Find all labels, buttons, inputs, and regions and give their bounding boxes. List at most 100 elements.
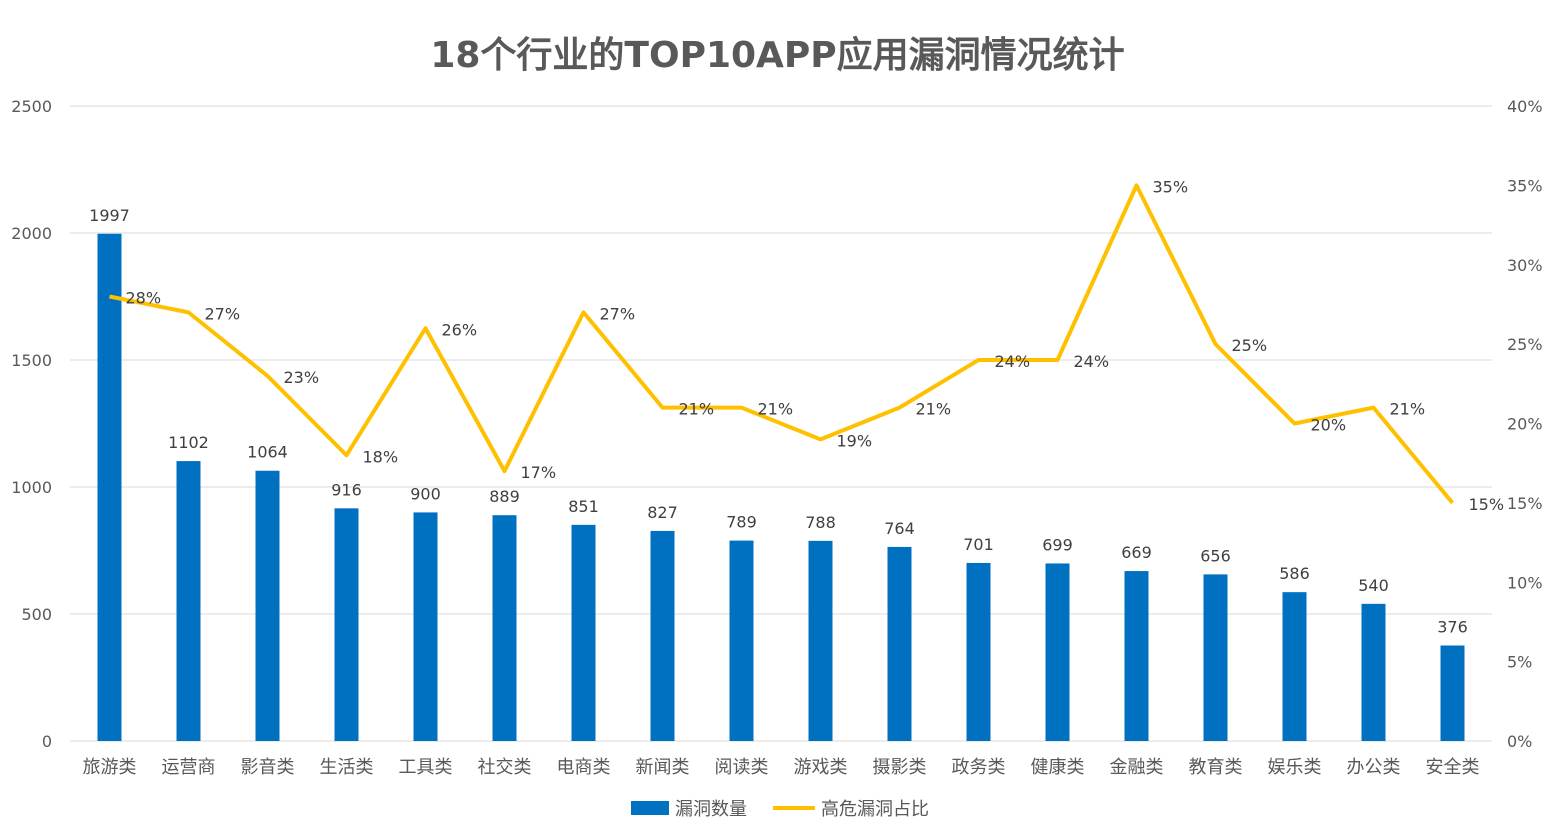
bar (1203, 574, 1228, 741)
bar (887, 546, 912, 741)
bar-value-label: 851 (568, 497, 599, 516)
line-value-label: 23% (284, 368, 320, 387)
left-axis-tick-label: 0 (42, 732, 52, 751)
category-label: 办公类 (1347, 757, 1401, 778)
line-value-label: 27% (205, 304, 241, 323)
category-label: 阅读类 (715, 757, 769, 778)
right-axis-tick-label: 0% (1507, 732, 1532, 751)
line-value-label: 25% (1232, 336, 1268, 355)
bar (1045, 563, 1070, 741)
bar-value-label: 699 (1042, 535, 1073, 554)
chart-title: 18个行业的TOP10APP应用漏洞情况统计 (430, 35, 1125, 76)
bar-value-label: 1064 (247, 443, 288, 462)
right-axis-tick-label: 25% (1507, 335, 1543, 354)
bar-value-label: 701 (963, 535, 994, 554)
legend-label-line: 高危漏洞占比 (821, 799, 929, 820)
legend-swatch-bars (631, 801, 669, 815)
bar-data-labels: 1997 1102 1064 916 900 889 851 827 789 788 764 701 6… (89, 206, 1468, 637)
bar (413, 512, 438, 741)
bar (255, 470, 280, 741)
line-value-label: 19% (837, 431, 873, 450)
right-axis-tick-label: 30% (1507, 256, 1543, 275)
line-value-label: 21% (679, 400, 715, 419)
bar-value-label: 788 (805, 513, 836, 532)
category-label: 旅游类 (83, 757, 137, 778)
bar-value-label: 669 (1121, 543, 1152, 562)
category-label: 娱乐类 (1268, 757, 1322, 778)
right-axis-ticks: 0% 5% 10% 15% 20% 25% 30% 35% 40% (1507, 97, 1543, 751)
category-label: 教育类 (1189, 757, 1243, 778)
bar (729, 540, 754, 741)
category-axis: 旅游类 运营商 影音类 生活类 工具类 社交类 电商类 新闻类 阅读类 游戏类 摄影类 政务类 健康类 金… (83, 757, 1480, 778)
bar-value-label: 889 (489, 487, 520, 506)
bar (966, 562, 991, 741)
line-value-label: 28% (126, 289, 162, 308)
line-value-label: 27% (600, 304, 636, 323)
bar (1361, 603, 1386, 741)
line-value-label: 18% (363, 447, 399, 466)
line-series (109, 183, 1455, 505)
bar-value-label: 656 (1200, 546, 1231, 565)
line-value-label: 15% (1469, 495, 1505, 514)
left-axis-tick-label: 1000 (11, 478, 52, 497)
bar (650, 530, 675, 741)
category-label: 社交类 (478, 757, 532, 778)
right-axis-tick-label: 40% (1507, 97, 1543, 116)
bar-value-label: 376 (1437, 617, 1468, 636)
right-axis-tick-label: 5% (1507, 653, 1532, 672)
bar-value-label: 586 (1279, 564, 1310, 583)
category-label: 金融类 (1110, 757, 1164, 778)
bar (571, 524, 596, 741)
left-axis-ticks: 0 500 1000 1500 2000 2500 (11, 97, 52, 751)
gridlines (70, 105, 1492, 742)
bar (1440, 645, 1465, 741)
line-data-labels: 28% 27% 23% 18% 26% 17% 27% 21% 21% 19% 21% 24% 24% 3… (126, 177, 1505, 514)
line-value-label: 24% (995, 352, 1031, 371)
line-value-label: 20% (1311, 416, 1347, 435)
left-axis-tick-label: 2000 (11, 224, 52, 243)
category-label: 影音类 (241, 757, 295, 778)
line-value-label: 24% (1074, 352, 1110, 371)
right-axis-tick-label: 15% (1507, 494, 1543, 513)
bar (1282, 592, 1307, 741)
category-label: 运营商 (162, 757, 216, 778)
bar (334, 508, 359, 741)
line-path (109, 183, 1455, 505)
right-axis-tick-label: 20% (1507, 415, 1543, 434)
line-value-label: 26% (442, 320, 478, 339)
category-label: 工具类 (399, 757, 453, 778)
right-axis-tick-label: 10% (1507, 573, 1543, 592)
legend-label-bars: 漏洞数量 (675, 799, 747, 820)
bar-value-label: 900 (410, 484, 441, 503)
legend: 漏洞数量 高危漏洞占比 (631, 799, 929, 820)
bar (176, 461, 201, 741)
left-axis-tick-label: 2500 (11, 97, 52, 116)
category-label: 新闻类 (636, 757, 690, 778)
bar (97, 233, 122, 741)
left-axis-tick-label: 1500 (11, 351, 52, 370)
right-axis-tick-label: 35% (1507, 176, 1543, 195)
category-label: 健康类 (1031, 757, 1085, 778)
category-label: 生活类 (320, 757, 374, 778)
line-value-label: 21% (758, 400, 794, 419)
bar (492, 515, 517, 741)
left-axis-tick-label: 500 (21, 605, 52, 624)
category-label: 政务类 (952, 757, 1006, 778)
category-label: 摄影类 (873, 757, 927, 778)
line-value-label: 21% (916, 400, 952, 419)
bar-value-label: 916 (331, 480, 362, 499)
line-value-label: 35% (1153, 177, 1189, 196)
bar (1124, 571, 1149, 741)
category-label: 电商类 (557, 757, 611, 778)
bar-value-label: 1102 (168, 433, 209, 452)
line-value-label: 17% (521, 463, 557, 482)
bar-value-label: 827 (647, 503, 678, 522)
bar-value-label: 540 (1358, 576, 1389, 595)
line-value-label: 21% (1390, 400, 1426, 419)
category-label: 安全类 (1426, 757, 1480, 778)
bar (808, 540, 833, 741)
bar-series (97, 233, 1465, 741)
category-label: 游戏类 (794, 757, 848, 778)
bar-value-label: 1997 (89, 206, 130, 225)
